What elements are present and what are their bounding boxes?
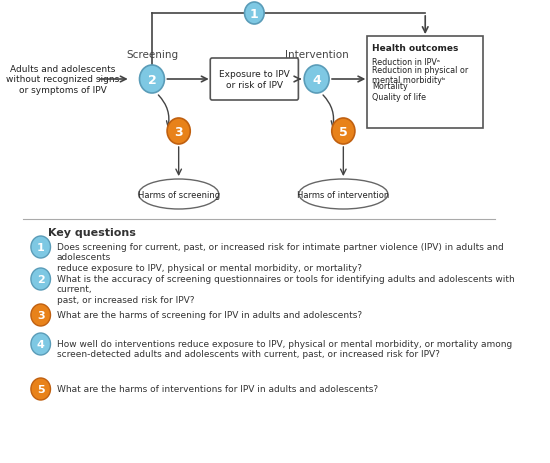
Text: 1: 1 — [37, 243, 45, 252]
Ellipse shape — [139, 180, 219, 210]
Text: Exposure to IPV
or risk of IPV: Exposure to IPV or risk of IPV — [219, 70, 290, 89]
Text: 4: 4 — [37, 339, 45, 349]
Circle shape — [31, 237, 51, 258]
Text: 5: 5 — [37, 384, 45, 394]
Text: Health outcomes: Health outcomes — [372, 44, 458, 53]
Circle shape — [31, 333, 51, 355]
Circle shape — [304, 66, 329, 94]
FancyBboxPatch shape — [367, 37, 483, 129]
Text: Reduction in physical or
mental morbidityᵇ: Reduction in physical or mental morbidit… — [372, 66, 468, 85]
Text: Intervention: Intervention — [285, 50, 349, 60]
Text: Mortality: Mortality — [372, 82, 408, 91]
Text: Adults and adolescents
without recognized signs
or symptoms of IPV: Adults and adolescents without recognize… — [7, 65, 119, 95]
Text: 2: 2 — [147, 73, 156, 86]
Text: What are the harms of interventions for IPV in adults and adolescents?: What are the harms of interventions for … — [57, 384, 378, 393]
Circle shape — [167, 119, 190, 144]
Text: Does screening for current, past, or increased risk for intimate partner violenc: Does screening for current, past, or inc… — [57, 243, 503, 272]
Text: 5: 5 — [339, 125, 348, 138]
Circle shape — [245, 3, 264, 25]
Circle shape — [332, 119, 355, 144]
Text: 2: 2 — [37, 275, 45, 284]
Text: How well do interventions reduce exposure to IPV, physical or mental morbidity, : How well do interventions reduce exposur… — [57, 339, 512, 359]
Text: Reduction in IPVᵃ: Reduction in IPVᵃ — [372, 58, 440, 67]
Text: 1: 1 — [250, 7, 258, 20]
Text: Key questions: Key questions — [48, 227, 136, 238]
Text: Screening: Screening — [126, 50, 178, 60]
Circle shape — [31, 269, 51, 290]
Circle shape — [31, 378, 51, 400]
FancyBboxPatch shape — [210, 59, 299, 101]
Circle shape — [31, 304, 51, 326]
Text: 3: 3 — [174, 125, 183, 138]
Circle shape — [140, 66, 164, 94]
Text: Harms of screening: Harms of screening — [138, 190, 220, 199]
Text: What is the accuracy of screening questionnaires or tools for identifying adults: What is the accuracy of screening questi… — [57, 275, 514, 304]
Text: Quality of life: Quality of life — [372, 93, 426, 102]
Ellipse shape — [299, 180, 388, 210]
Text: What are the harms of screening for IPV in adults and adolescents?: What are the harms of screening for IPV … — [57, 310, 362, 319]
Text: 4: 4 — [312, 73, 321, 86]
Text: Harms of intervention: Harms of intervention — [297, 190, 389, 199]
Text: 3: 3 — [37, 310, 45, 320]
